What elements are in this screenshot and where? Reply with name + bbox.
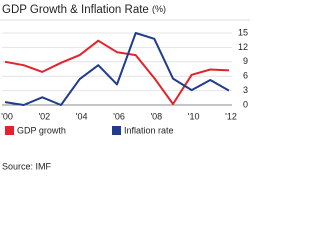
chart-title: GDP Growth & Inflation Rate (%) [2,4,166,16]
chart: GDP Growth & Inflation Rate (%) Source: … [0,4,250,171]
title-unit: (%) [152,4,166,14]
y-tick-label: 3 [243,85,248,95]
legend-label: Inflation rate [124,125,174,135]
x-tick-label: '00 [1,111,13,121]
title-text: GDP Growth & Inflation Rate [2,4,149,16]
y-tick-label: 9 [243,56,248,66]
y-tick-label: 6 [243,71,248,81]
series-line [4,39,230,105]
x-tick-label: '08 [150,111,162,121]
y-tick-label: 0 [243,99,248,109]
source-note: Source: IMF [2,161,52,171]
series-line [4,32,230,106]
x-tick-label: '02 [38,111,50,121]
y-tick-label: 15 [238,27,248,37]
x-tick-label: '06 [113,111,125,121]
legend-swatch [112,126,121,135]
x-tick-label: '12 [225,111,237,121]
legend-label: GDP growth [17,125,66,135]
x-tick-label: '10 [188,111,200,121]
legend-swatch [5,126,14,135]
y-tick-label: 12 [238,42,248,52]
x-tick-label: '04 [76,111,88,121]
